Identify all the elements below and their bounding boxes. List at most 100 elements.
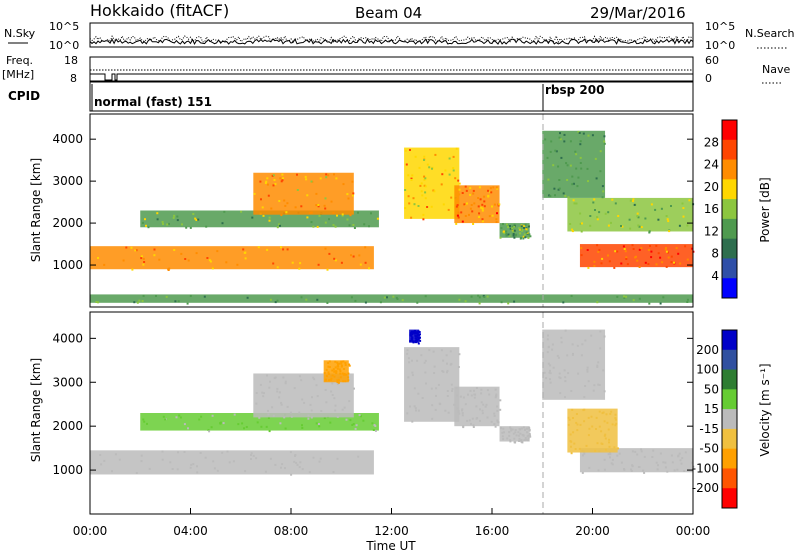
echo-cell [587,416,590,419]
echo-cell [203,295,206,298]
colorbar-frame [721,119,738,299]
echo-cell [408,361,411,364]
echo-cell [206,257,209,259]
echo-cell [509,439,512,442]
echo-cell [604,448,607,451]
echo-cell [636,453,639,456]
echo-cell [352,423,355,425]
echo-cell [168,222,170,225]
echo-cell [544,138,547,141]
echo-cell [478,302,481,305]
echo-cell [682,207,685,210]
x-tick-label: 00:00 [676,524,711,538]
echo-cell [480,392,483,395]
echo-cell [455,222,458,225]
echo-cell [416,334,419,337]
echo-cell [448,173,451,176]
y-tick-label: 1000 [52,258,83,272]
echo-cell [428,166,431,169]
echo-cell [576,185,579,188]
echo-cell [354,427,357,430]
echo-cell [512,234,515,237]
echo-cell [495,218,498,221]
y-tick-label: 1000 [52,463,83,477]
echo-cell [414,334,417,337]
echo-cell [265,425,268,428]
echo-cell [267,194,270,197]
echo-cell [273,377,276,380]
colorbar-tick-label: 28 [704,135,719,149]
echo-cell [420,190,423,193]
echo-cell [197,218,200,221]
echo-cell [560,336,563,339]
echo-cell [342,380,345,383]
echo-cell [143,261,146,263]
echo-cell [446,371,448,374]
colorbar-segment [722,179,737,200]
echo-cell [609,412,612,415]
echo-cell [462,426,465,429]
echo-cell [483,195,486,198]
echo-band [567,197,693,232]
echo-cell [395,296,398,299]
echo-cell [341,408,344,411]
echo-cell [331,369,334,372]
echo-cell [545,377,548,380]
echo-cell [572,199,575,202]
echo-cell [422,218,425,221]
echo-cell [502,223,504,226]
echo-cell [278,200,281,202]
echo-cell [419,339,422,342]
echo-cell [509,225,511,227]
echo-cell [312,225,315,228]
echo-cell [252,454,255,457]
echo-cell [579,222,582,225]
echo-cell [590,334,593,337]
echo-cell [519,232,522,235]
echo-cell [566,354,569,357]
echo-cell [529,235,532,238]
echo-cell [280,466,282,469]
echo-cell [135,472,138,474]
echo-cell [595,416,598,419]
echo-cell [454,177,457,180]
echo-cell [272,174,275,177]
echo-cell [569,433,572,436]
echo-cell [294,206,297,209]
echo-cell [609,456,611,459]
power-y-axis-label: Slant Range [km] [29,158,43,262]
echo-cell [411,359,413,362]
echo-cell [492,186,495,189]
count-top-left: 10^5 [49,20,79,33]
echo-cell [472,192,475,195]
echo-cell [618,452,621,455]
count-top-right: 10^5 [705,20,735,33]
echo-cell [525,231,528,234]
echo-cell [298,375,301,378]
echo-cell [458,412,461,415]
echo-cell [593,198,596,201]
echo-cell [424,359,427,362]
echo-cell [651,456,654,458]
freq-top-tick: 18 [64,54,78,67]
echo-cell [511,428,514,431]
echo-cell [423,178,426,181]
echo-cell [276,390,279,393]
echo-cell [652,449,655,452]
echo-cell [511,229,514,232]
echo-cell [164,418,167,421]
echo-cell [549,364,552,367]
echo-cell [458,298,461,301]
echo-cell [471,210,474,213]
echo-cell [496,212,498,215]
echo-cell [578,132,581,134]
echo-cell [357,211,359,214]
echo-cell [424,295,427,298]
echo-cell [597,250,600,253]
echo-cell [323,204,326,207]
echo-cell [185,226,188,229]
echo-cell [465,189,468,192]
echo-cell [550,140,553,143]
echo-cell [357,455,360,458]
echo-cell [570,452,573,455]
